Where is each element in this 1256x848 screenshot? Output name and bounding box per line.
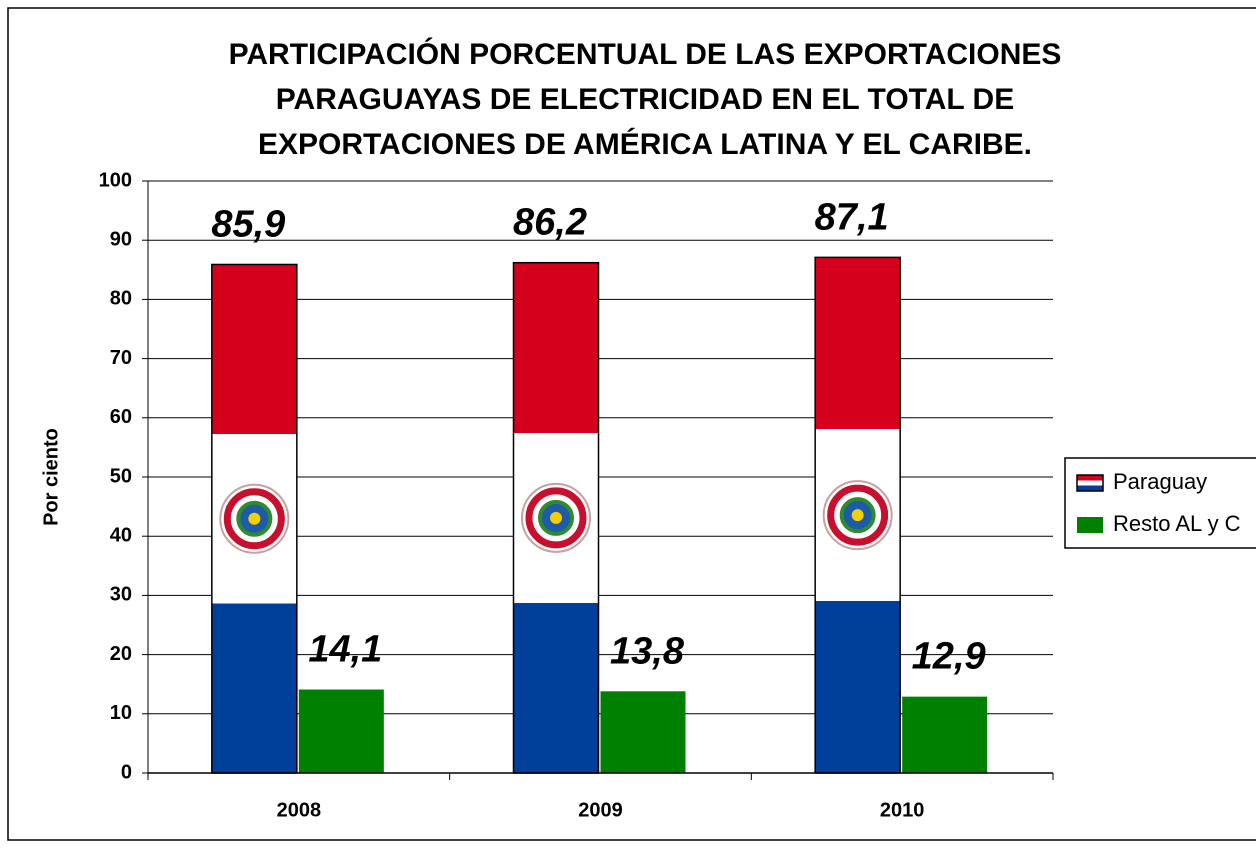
legend-label: Resto AL y C: [1113, 511, 1241, 536]
bar: [298, 689, 384, 773]
legend-swatch: [1076, 474, 1104, 492]
seal: [248, 512, 261, 525]
seal: [550, 511, 562, 524]
y-axis-label: Por ciento: [40, 428, 62, 526]
chart-title: PARTICIPACIÓN PORCENTUAL DE LAS EXPORTAC…: [229, 37, 1062, 71]
y-tick-label: 90: [110, 228, 132, 250]
seal: [851, 509, 864, 522]
seal: [223, 488, 285, 550]
data-label: 87,1: [815, 196, 889, 238]
chart-border: [7, 7, 1256, 841]
data-label: 13,8: [610, 630, 685, 672]
x-tick-label: 2010: [880, 799, 925, 821]
x-tick-label: 2009: [578, 799, 623, 821]
y-tick-label: 20: [110, 643, 132, 665]
y-tick-label: 0: [121, 761, 132, 783]
y-tick-label: 70: [110, 347, 132, 369]
chart-title: PARAGUAYAS DE ELECTRICIDAD EN EL TOTAL D…: [276, 83, 1014, 116]
y-tick-label: 30: [110, 584, 132, 606]
bar: [600, 691, 686, 773]
legend-swatch: [1077, 517, 1103, 533]
y-tick-label: 50: [110, 465, 132, 487]
data-label: 85,9: [211, 204, 285, 246]
legend-label: Paraguay: [1113, 469, 1207, 494]
y-tick-label: 80: [110, 288, 132, 310]
y-tick-label: 100: [99, 169, 132, 191]
seal: [525, 487, 587, 549]
bar: [902, 696, 988, 773]
seal: [827, 484, 889, 546]
data-label: 86,2: [513, 202, 587, 244]
x-tick-label: 2008: [277, 799, 322, 821]
data-label: 12,9: [912, 636, 986, 678]
data-label: 14,1: [308, 629, 382, 671]
chart-title: EXPORTACIONES DE AMÉRICA LATINA Y EL CAR…: [258, 127, 1032, 161]
y-tick-label: 10: [110, 702, 132, 724]
y-tick-label: 40: [110, 524, 132, 546]
y-tick-label: 60: [110, 406, 132, 428]
